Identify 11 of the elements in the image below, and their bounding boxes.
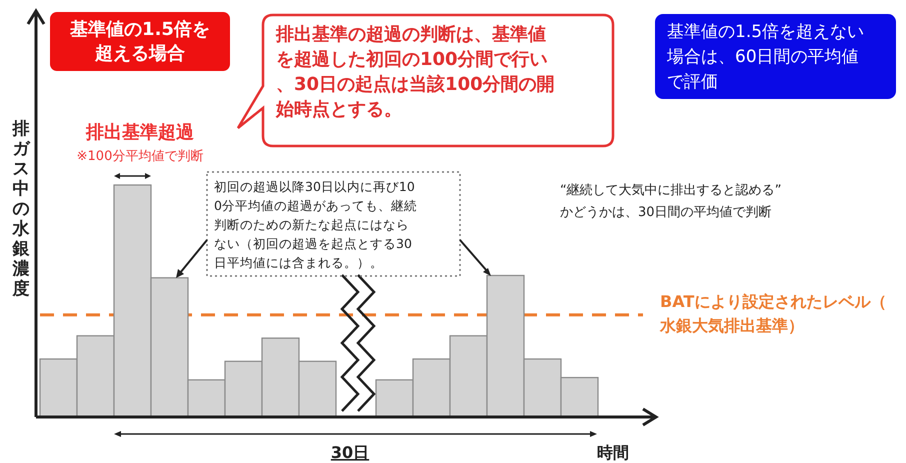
text: 排ガス中の水銀濃度 bbox=[12, 119, 30, 299]
text: 30日 bbox=[330, 443, 370, 462]
x-axis-title: 時間 bbox=[597, 443, 629, 462]
text: ※100分平均値で判断 bbox=[76, 149, 204, 164]
ref-line-label: BATにより設定されたレベル（水銀大気排出基準） bbox=[659, 292, 886, 335]
annotation: 初回の超過以降30日以内に再び100分平均値の超過があっても、継続判断のための新たな起点にはならない（初回の超過を起点とする30日平均値には含まれる。）。 bbox=[214, 179, 417, 270]
text: 基準値の1.5倍を超えない場合は、60日間の平均値で評価 bbox=[666, 22, 864, 92]
text: 基準値の1.5倍を超える場合 bbox=[69, 19, 210, 64]
text: 排出基準の超過の判断は、基準値を超過した初回の100分間で行い、30日の起点は当該100分間の開始時点とする。 bbox=[275, 24, 555, 120]
text: 排出基準超過 bbox=[85, 122, 194, 143]
annotation: “継続して大気中に排出すると認める” かどうかは、30日間の平均値で判断 bbox=[560, 183, 782, 220]
